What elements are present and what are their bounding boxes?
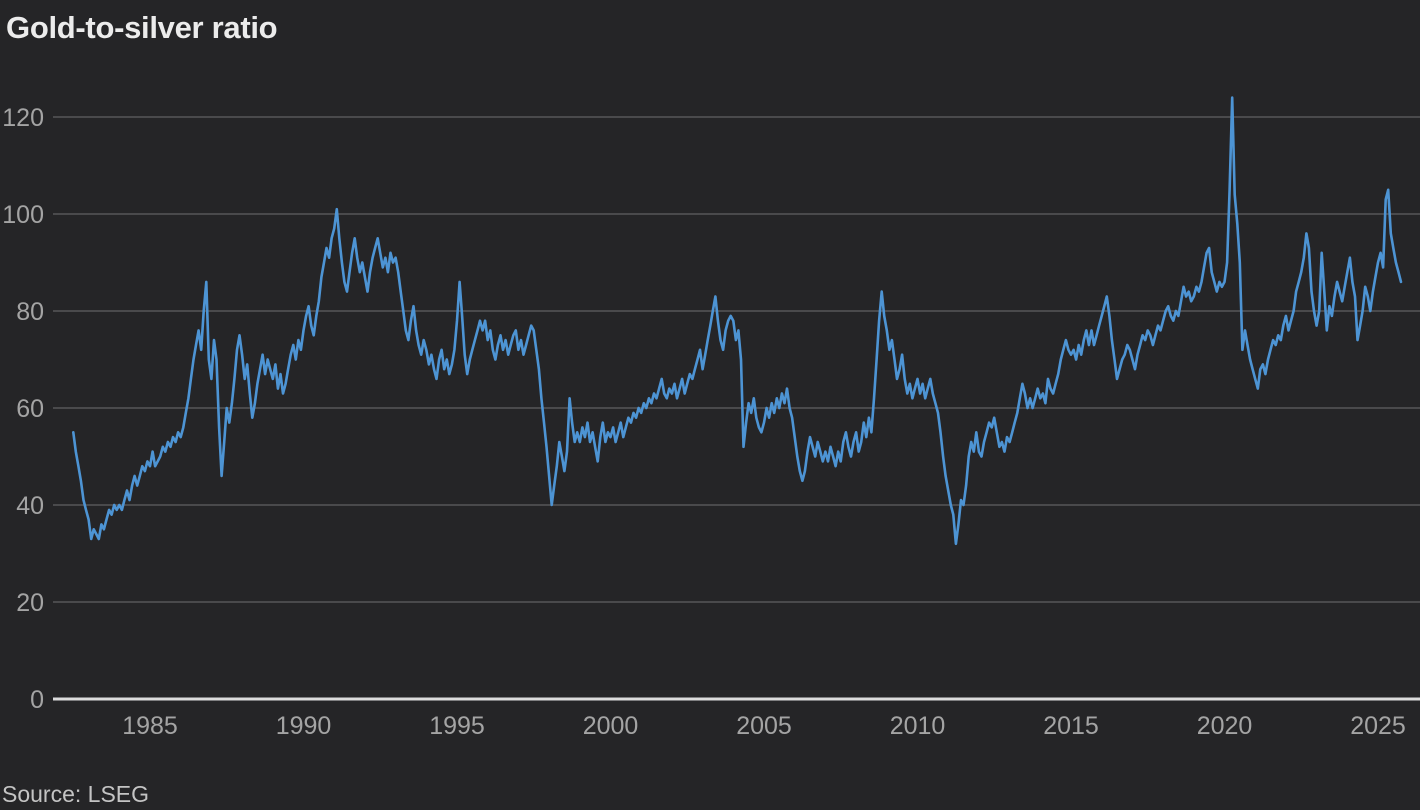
x-tick-label-1985: 1985	[122, 712, 178, 740]
source-attribution: Source: LSEG	[2, 781, 150, 807]
x-tick-label-2020: 2020	[1197, 712, 1253, 740]
y-tick-label-20: 20	[16, 589, 44, 617]
x-tick-label-2025: 2025	[1350, 712, 1406, 740]
chart-title: Gold-to-silver ratio	[6, 10, 278, 45]
x-tick-label-2005: 2005	[736, 712, 792, 740]
x-tick-label-1995: 1995	[429, 712, 485, 740]
x-tick-label-2000: 2000	[583, 712, 639, 740]
y-tick-label-100: 100	[2, 201, 44, 229]
y-tick-label-40: 40	[16, 492, 44, 520]
x-tick-label-2015: 2015	[1043, 712, 1099, 740]
y-tick-label-0: 0	[30, 686, 44, 714]
x-tick-label-1990: 1990	[276, 712, 332, 740]
y-tick-label-60: 60	[16, 395, 44, 423]
y-tick-label-120: 120	[2, 104, 44, 132]
series-line-gold-to-silver-ratio	[72, 96, 1403, 546]
x-tick-label-2010: 2010	[890, 712, 946, 740]
y-tick-label-80: 80	[16, 298, 44, 326]
